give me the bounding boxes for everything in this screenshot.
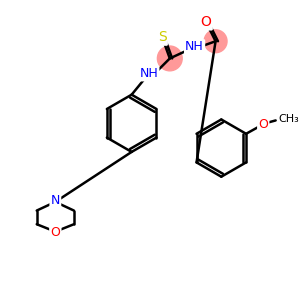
- Text: O: O: [258, 118, 268, 131]
- Text: N: N: [51, 194, 60, 207]
- Circle shape: [204, 30, 227, 53]
- Text: NH: NH: [140, 67, 158, 80]
- Text: S: S: [158, 30, 167, 44]
- Circle shape: [158, 46, 182, 71]
- Text: NH: NH: [185, 40, 204, 53]
- Text: CH₃: CH₃: [278, 115, 299, 124]
- Text: O: O: [201, 15, 212, 29]
- Text: O: O: [50, 226, 60, 239]
